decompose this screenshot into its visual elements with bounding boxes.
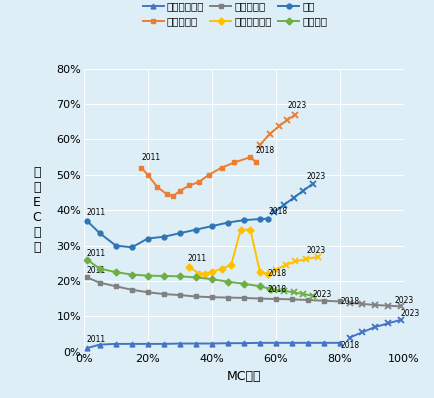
Text: 2023: 2023	[286, 101, 306, 111]
Text: 2018: 2018	[268, 207, 287, 215]
X-axis label: MC比率: MC比率	[226, 370, 260, 383]
Text: 2011: 2011	[87, 208, 106, 217]
Text: 2023: 2023	[312, 290, 331, 299]
Text: 2011: 2011	[87, 266, 106, 275]
Y-axis label: 越
境
E
C
比
率: 越 境 E C 比 率	[32, 166, 41, 254]
Text: 2011: 2011	[87, 249, 106, 258]
Text: 2011: 2011	[141, 154, 160, 162]
Text: 2018: 2018	[267, 285, 286, 294]
Text: 2018: 2018	[339, 297, 358, 306]
Text: 2018: 2018	[267, 269, 286, 279]
Text: 2018: 2018	[255, 146, 274, 155]
Text: 2011: 2011	[87, 335, 106, 344]
Text: 2023: 2023	[306, 172, 325, 181]
Text: 2018: 2018	[339, 341, 358, 350]
Legend: インドネシア, マレーシア, フィリピン, シンガポール, タイ, ベトナム: インドネシア, マレーシア, フィリピン, シンガポール, タイ, ベトナム	[142, 1, 326, 26]
Text: 2023: 2023	[306, 246, 325, 255]
Text: 2011: 2011	[187, 254, 207, 263]
Text: 2023: 2023	[400, 309, 419, 318]
Text: 2023: 2023	[394, 296, 413, 305]
